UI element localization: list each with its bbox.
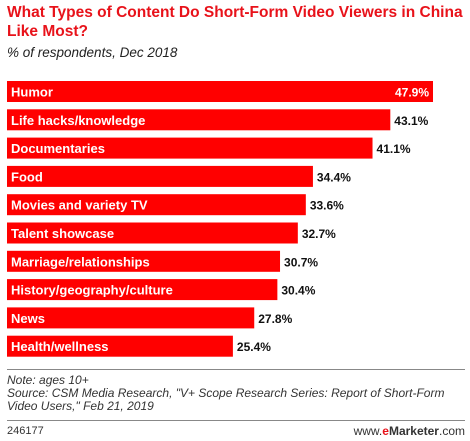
bar: [7, 109, 391, 131]
value-label: 47.9%: [395, 86, 429, 100]
bar-chart: Humor 47.9% Life hacks/knowledge 43.1% Docum…: [7, 81, 433, 357]
bar: [7, 250, 281, 272]
divider-top: [7, 369, 465, 370]
category-label: Documentaries: [11, 141, 105, 156]
category-label: Food: [11, 169, 43, 184]
note-text: Note: ages 10+: [7, 373, 89, 387]
value-label: 32.7%: [302, 227, 336, 241]
category-label: News: [11, 311, 45, 326]
bar: [7, 279, 278, 301]
bar: [7, 335, 233, 357]
value-label: 30.7%: [284, 255, 318, 269]
source-text: Source: CSM Media Research, "V+ Scope Re…: [7, 386, 445, 413]
value-label: 30.4%: [281, 284, 315, 298]
value-label: 33.6%: [310, 199, 344, 213]
chart-notes: Note: ages 10+ Source: CSM Media Researc…: [7, 374, 465, 413]
category-label: Marriage/relationships: [11, 254, 150, 269]
bar: [7, 307, 255, 329]
bar: [7, 165, 313, 187]
chart-title: What Types of Content Do Short-Form Vide…: [7, 4, 463, 40]
chart-id: 246177: [7, 425, 44, 437]
bar: [7, 194, 306, 216]
category-label: Humor: [11, 85, 53, 100]
value-label: 25.4%: [237, 340, 271, 354]
bar: [7, 81, 433, 102]
category-label: Talent showcase: [11, 226, 114, 241]
value-label: 34.4%: [317, 170, 351, 184]
value-label: 41.1%: [377, 142, 411, 156]
category-label: Movies and variety TV: [11, 198, 148, 213]
bar: [7, 137, 373, 159]
value-label: 27.8%: [258, 312, 292, 326]
brand-logo: www.eMarketer.com: [353, 424, 465, 438]
category-label: History/geography/culture: [11, 283, 173, 298]
bar: [7, 222, 298, 244]
chart-subtitle: % of respondents, Dec 2018: [7, 45, 178, 60]
category-label: Life hacks/knowledge: [11, 113, 145, 128]
divider-bottom: [7, 420, 465, 421]
category-label: Health/wellness: [11, 339, 109, 354]
value-label: 43.1%: [394, 114, 428, 128]
